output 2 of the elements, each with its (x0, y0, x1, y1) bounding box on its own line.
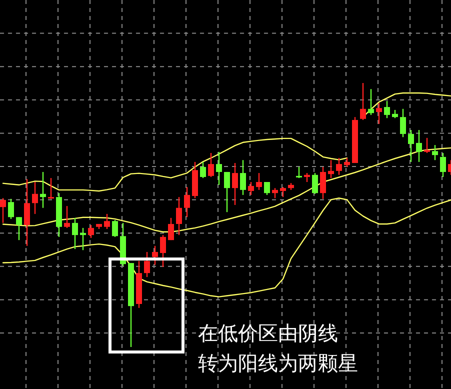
annotation: 在低价区由阴线 (198, 321, 338, 345)
text: 转为阳线为两颗星 (198, 351, 358, 375)
